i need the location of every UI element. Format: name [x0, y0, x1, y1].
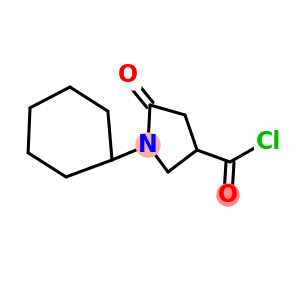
Text: Cl: Cl [256, 130, 282, 154]
Text: N: N [138, 133, 158, 157]
Circle shape [217, 184, 239, 206]
Circle shape [136, 133, 160, 157]
Text: O: O [218, 183, 238, 207]
Text: O: O [118, 63, 138, 87]
